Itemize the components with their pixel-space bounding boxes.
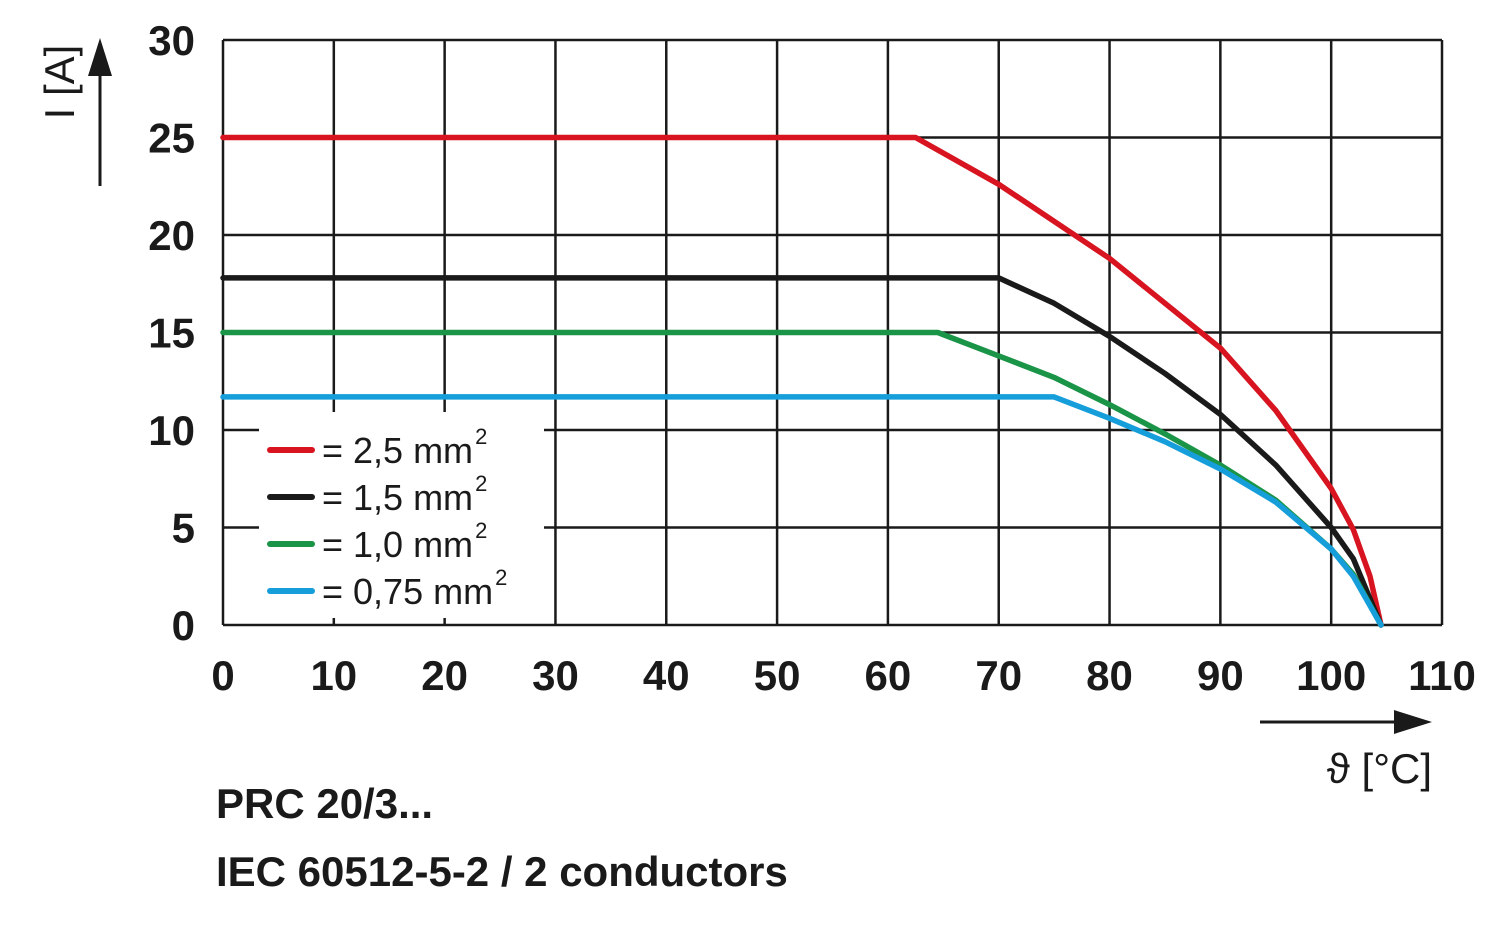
legend-label-3: = 0,75 mm — [322, 571, 493, 612]
legend-label-2: = 1,0 mm — [322, 524, 473, 565]
chart-tick-labels: 0 10 20 30 40 50 60 70 80 90 100 110 0 5 10 15 20 25 30 — [148, 17, 1476, 699]
x-axis-label: ϑ [°C] — [1260, 710, 1432, 792]
x-axis-arrowhead — [1394, 710, 1432, 734]
x-axis-label-text: ϑ [°C] — [1327, 745, 1432, 792]
y-tick-label-10: 10 — [148, 407, 195, 454]
y-tick-label-0: 0 — [172, 602, 195, 649]
chart-legend: = 2,5 mm 2= 1,5 mm 2= 1,0 mm 2= 0,75 mm 2 — [259, 412, 544, 618]
x-tick-label-90: 90 — [1197, 652, 1244, 699]
series-line-3 — [220, 394, 1384, 628]
x-tick-label-70: 70 — [975, 652, 1022, 699]
legend-label-superscript-2: 2 — [475, 518, 487, 543]
x-tick-label-80: 80 — [1086, 652, 1133, 699]
x-tick-label-30: 30 — [532, 652, 579, 699]
y-axis-label-text: I [A] — [36, 45, 83, 120]
series-line-1 — [220, 275, 1384, 628]
x-tick-label-50: 50 — [754, 652, 801, 699]
series-line-0 — [220, 134, 1384, 628]
x-tick-label-20: 20 — [421, 652, 468, 699]
x-tick-label-110: 110 — [1408, 652, 1476, 699]
y-tick-label-30: 30 — [148, 17, 195, 64]
x-tick-label-100: 100 — [1296, 652, 1366, 699]
legend-label-superscript-0: 2 — [475, 424, 487, 449]
x-tick-label-0: 0 — [211, 652, 234, 699]
y-tick-label-20: 20 — [148, 212, 195, 259]
y-tick-label-5: 5 — [172, 505, 195, 552]
legend-label-1: = 1,5 mm — [322, 477, 473, 518]
x-tick-label-60: 60 — [865, 652, 912, 699]
legend-box — [259, 412, 544, 618]
legend-label-superscript-1: 2 — [475, 471, 487, 496]
legend-label-superscript-3: 2 — [495, 565, 507, 590]
chart-caption-standard: IEC 60512-5-2 / 2 conductors — [216, 848, 788, 895]
x-tick-label-10: 10 — [310, 652, 357, 699]
chart-caption-product: PRC 20/3... — [216, 780, 434, 827]
chart-series — [220, 134, 1384, 628]
y-axis-label: I [A] — [36, 38, 112, 186]
x-tick-label-40: 40 — [643, 652, 690, 699]
legend-label-0: = 2,5 mm — [322, 430, 473, 471]
y-tick-label-25: 25 — [148, 115, 195, 162]
y-axis-arrowhead — [88, 38, 112, 76]
y-tick-label-15: 15 — [148, 310, 195, 357]
